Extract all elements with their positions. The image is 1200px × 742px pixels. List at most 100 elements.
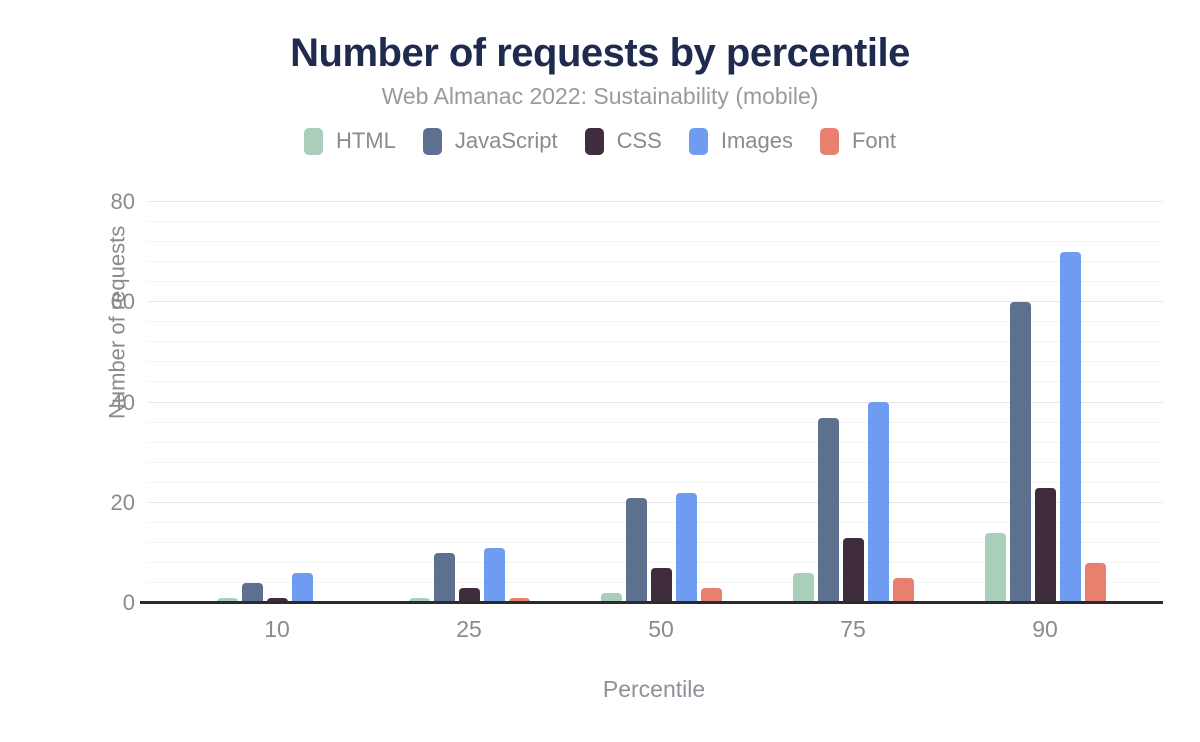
- legend-swatch-html: [303, 127, 323, 155]
- bar-images-p10: [291, 573, 313, 603]
- bar-css-p10: [266, 598, 288, 603]
- minor-gridline: [148, 461, 1163, 463]
- bar-html-p75: [792, 573, 814, 603]
- bar-slot: [984, 202, 1006, 603]
- plot-area: 0 20 40 60 80 10 25 50 75 90: [111, 191, 1163, 642]
- bar-javascript-p90: [1009, 302, 1031, 603]
- bar-javascript-p50: [625, 498, 647, 603]
- minor-gridline: [148, 321, 1163, 323]
- bar-slot: [625, 202, 647, 603]
- chart-title: Number of requests by percentile: [290, 31, 910, 75]
- minor-gridline: [148, 361, 1163, 363]
- bar-html-p25: [408, 598, 430, 603]
- bar-slot: [433, 202, 455, 603]
- bar-slot: [867, 202, 889, 603]
- legend-label: Images: [720, 128, 793, 153]
- legend-item-css: CSS: [584, 127, 662, 155]
- x-tick-label-10: 10: [264, 616, 290, 642]
- bar-slot: [1034, 202, 1056, 603]
- bar-html-p10: [216, 598, 238, 603]
- bar-group-p50: 50: [600, 202, 722, 642]
- minor-gridline: [148, 381, 1163, 383]
- major-gridline: [148, 501, 1163, 503]
- minor-gridline: [148, 221, 1163, 223]
- bar-slot: [600, 202, 622, 603]
- legend-item-images: Images: [688, 127, 793, 155]
- bar-html-p50: [600, 593, 622, 603]
- legend-swatch-font: [819, 127, 839, 155]
- bar-images-p50: [675, 493, 697, 603]
- bar-css-p75: [842, 538, 864, 603]
- legend-label: HTML: [335, 128, 396, 153]
- chart-subtitle: Web Almanac 2022: Sustainability (mobile…: [381, 83, 819, 109]
- legend-item-html: HTML: [303, 127, 396, 155]
- minor-gridline: [148, 541, 1163, 543]
- bar-slot: [892, 202, 914, 603]
- major-gridline: [148, 301, 1163, 303]
- bar-font-p25: [508, 598, 530, 603]
- bar-slot: [1084, 202, 1106, 603]
- legend-swatch-images: [688, 127, 708, 155]
- x-tick-label-75: 75: [840, 616, 866, 642]
- y-axis-title: Number of requests: [104, 225, 130, 419]
- x-tick-label-50: 50: [648, 616, 674, 642]
- bar-javascript-p10: [241, 583, 263, 603]
- bar-slot: [291, 202, 313, 603]
- minor-gridline: [148, 261, 1163, 263]
- y-tick-label: 40: [110, 389, 135, 415]
- bar-slot: [792, 202, 814, 603]
- x-tick-label-90: 90: [1032, 616, 1058, 642]
- bar-html-p90: [984, 533, 1006, 603]
- bar-images-p25: [483, 548, 505, 603]
- legend-item-font: Font: [819, 127, 897, 155]
- bar-font-p50: [700, 588, 722, 603]
- legend-label: JavaScript: [454, 128, 558, 153]
- bar-css-p25: [458, 588, 480, 603]
- bar-slot: [408, 202, 430, 603]
- major-gridline: [148, 201, 1163, 202]
- legend-swatch-css: [584, 127, 604, 155]
- bar-font-p75: [892, 578, 914, 603]
- y-tick-label: 0: [122, 590, 135, 615]
- y-tick-label: 80: [110, 189, 135, 214]
- legend-label: Font: [851, 128, 897, 153]
- legend-swatch-javascript: [422, 127, 442, 155]
- x-axis-line: [140, 601, 1163, 604]
- minor-gridline: [148, 441, 1163, 443]
- bar-slot: [1009, 202, 1031, 603]
- x-tick-label-25: 25: [456, 616, 482, 642]
- bar-slot: [241, 202, 263, 603]
- bar-css-p90: [1034, 488, 1056, 603]
- legend-label: CSS: [616, 128, 662, 153]
- minor-gridline: [148, 341, 1163, 343]
- bar-group-p90: 90: [984, 202, 1106, 642]
- legend-item-javascript: JavaScript: [422, 127, 558, 155]
- bar-slot: [458, 202, 480, 603]
- bar-group-p25: 25: [408, 202, 530, 642]
- bar-slot: [317, 202, 338, 603]
- bar-slot: [842, 202, 864, 603]
- bar-slot: [266, 202, 288, 603]
- bar-slot: [700, 202, 722, 603]
- minor-gridline: [148, 481, 1163, 483]
- bar-slot: [650, 202, 672, 603]
- bar-slot: [817, 202, 839, 603]
- legend: HTML JavaScript CSS Images Font: [0, 127, 1200, 155]
- bar-group-p10: 10: [216, 202, 338, 642]
- minor-gridline: [148, 241, 1163, 243]
- bar-javascript-p75: [817, 418, 839, 603]
- minor-gridline: [148, 281, 1163, 283]
- minor-gridline: [148, 561, 1163, 563]
- minor-gridline: [148, 521, 1163, 523]
- bar-css-p50: [650, 568, 672, 603]
- bar-javascript-p25: [433, 553, 455, 603]
- bar-font-p90: [1084, 563, 1106, 603]
- x-axis-title: Percentile: [602, 676, 706, 702]
- bar-slot: [508, 202, 530, 603]
- bar-group-p75: 75: [792, 202, 914, 642]
- bar-images-p90: [1059, 252, 1081, 603]
- bar-slot: [483, 202, 505, 603]
- y-tick-label: 20: [110, 489, 135, 515]
- bar-images-p75: [867, 402, 889, 603]
